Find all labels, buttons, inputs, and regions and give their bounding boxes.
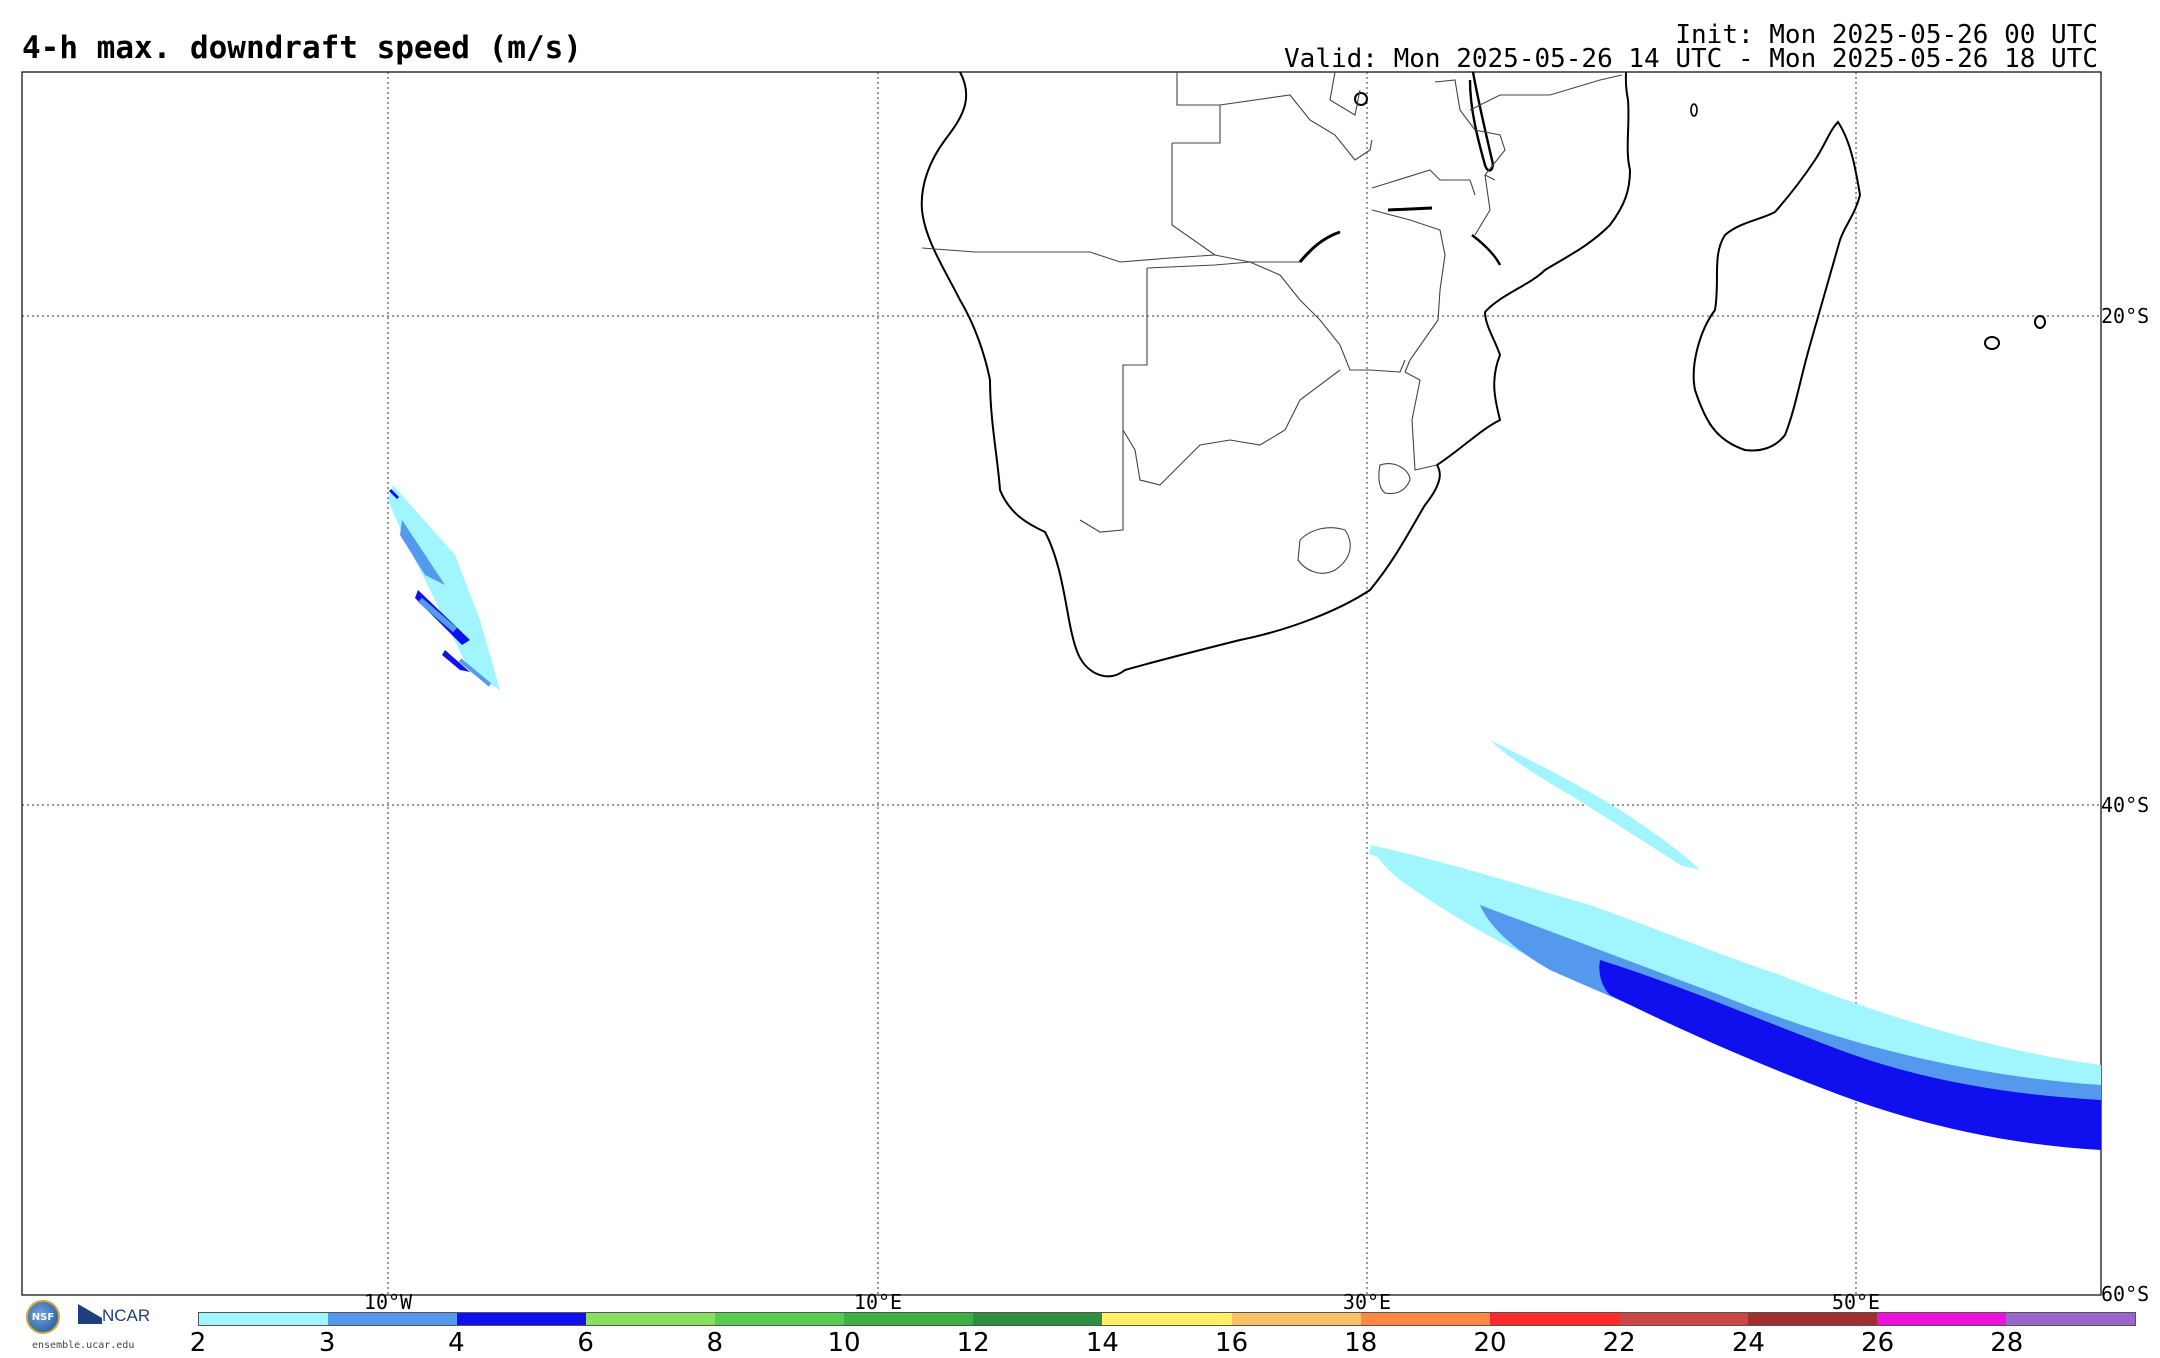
comoros [1690,103,1698,117]
map-frame [21,71,2102,1296]
colorbar-segment [457,1313,587,1325]
ncar-logo: NCAR [102,1306,151,1325]
colorbar-segment [1747,1313,1877,1325]
colorbar-tick-label: 2 [189,1328,207,1358]
colorbar [198,1312,2136,1326]
init-time: Init: Mon 2025-05-26 00 UTC [1675,20,2098,50]
colorbar-segment [1618,1313,1748,1325]
colorbar-segment [844,1313,974,1325]
lon-label-10w: 10°W [363,1290,413,1314]
colorbar-segment [715,1313,845,1325]
colorbar-tick-label: 3 [318,1328,336,1358]
mauritius [1984,336,2000,350]
downdraft-west [388,485,500,690]
colorbar-segment [328,1313,458,1325]
lon-label-50e: 50°E [1831,1290,1881,1314]
madagascar-coastline [1692,120,1862,452]
downdraft-east [1368,740,2101,1150]
ncar-mark-icon [78,1304,102,1324]
map-title: 4-h max. downdraft speed (m/s) [22,30,582,66]
colorbar-tick-label: 16 [1215,1328,1249,1358]
colorbar-segment [586,1313,716,1325]
colorbar-tick-label: 28 [1990,1328,2024,1358]
site-url: ensemble.ucar.edu [32,1340,135,1351]
lon-label-30e: 30°E [1342,1290,1392,1314]
colorbar-segment [1489,1313,1619,1325]
lat-label-20s: 20°S [2101,304,2150,328]
colorbar-tick-label: 12 [956,1328,990,1358]
valid-time: Valid: Mon 2025-05-26 14 UTC - Mon 2025-… [1284,44,2098,74]
lat-label-40s: 40°S [2101,793,2150,817]
africa-coastline [920,71,1632,678]
lake-kariba [1298,230,1341,263]
lon-label-10e: 10°E [853,1290,903,1314]
lat-label-60s: 60°S [2101,1282,2150,1306]
colorbar-segment [1231,1313,1361,1325]
graticule [22,72,2101,1295]
colorbar-segment [973,1313,1103,1325]
country-borders [921,71,1623,574]
reunion [2034,315,2046,329]
colorbar-segment [1360,1313,1490,1325]
colorbar-tick-label: 22 [1602,1328,1636,1358]
colorbar-segment [199,1313,329,1325]
nsf-logo: NSF [26,1300,60,1334]
colorbar-segment [1102,1313,1232,1325]
lake-malawi [1468,71,1494,172]
lake-chilwa [1471,234,1502,266]
colorbar-tick-label: 8 [706,1328,724,1358]
colorbar-tick-label: 14 [1085,1328,1119,1358]
colorbar-tick-label: 20 [1473,1328,1507,1358]
lake-cahora-bassa [1387,206,1433,212]
colorbar-tick-label: 10 [827,1328,861,1358]
colorbar-segment [2005,1313,2135,1325]
colorbar-tick-label: 4 [448,1328,465,1358]
logo-block: NSF NCAR ensemble.ucar.edu [22,1298,162,1351]
colorbar-tick-label: 6 [577,1328,594,1358]
colorbar-tick-label: 18 [1344,1328,1378,1358]
colorbar-segment [1876,1313,2006,1325]
lake-island [1354,92,1368,106]
colorbar-tick-label: 26 [1861,1328,1895,1358]
colorbar-tick-label: 24 [1731,1328,1765,1358]
